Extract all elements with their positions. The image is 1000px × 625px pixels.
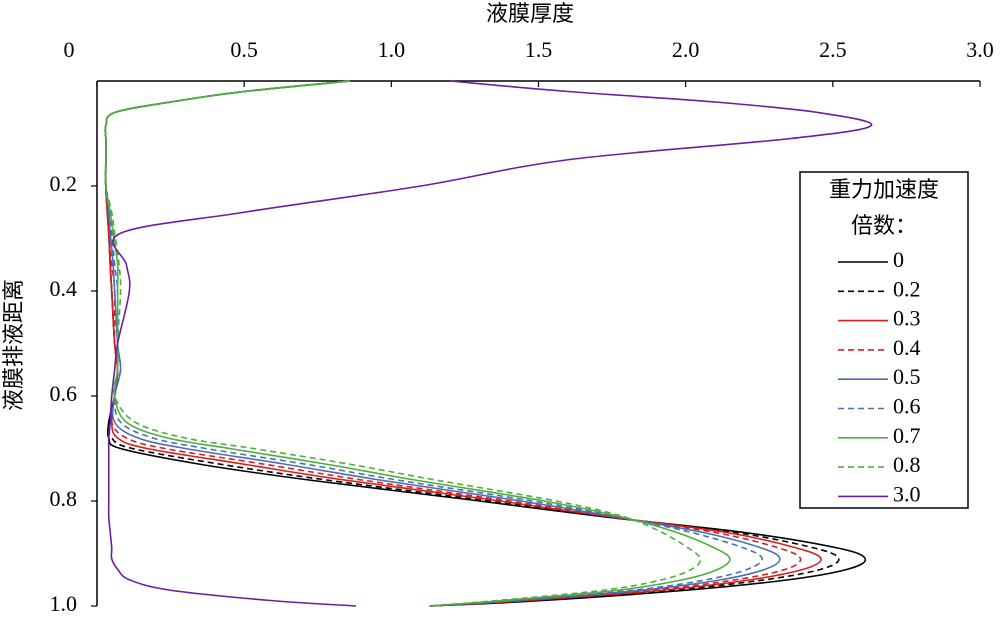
- legend-label: 0.6: [893, 394, 921, 419]
- series-line: [104, 80, 822, 607]
- x-tick-label: 0.5: [230, 37, 258, 62]
- legend-title: 倍数：: [851, 213, 917, 238]
- y-axis-label: 液膜排液距离: [1, 279, 26, 411]
- legend-label: 0.2: [893, 276, 921, 301]
- legend-label: 0.5: [893, 364, 921, 389]
- y-tick-label: 0.8: [50, 486, 78, 511]
- series-line: [107, 80, 873, 607]
- series-line: [104, 80, 840, 607]
- y-tick-label: 1.0: [50, 591, 78, 616]
- series-line: [104, 80, 702, 607]
- legend-label: 0: [893, 247, 904, 272]
- x-axis-label: 液膜厚度: [486, 1, 574, 26]
- legend-label: 0.3: [893, 306, 921, 331]
- y-tick-label: 0.6: [50, 381, 78, 406]
- series-line: [104, 80, 763, 607]
- legend-label: 0.8: [893, 452, 921, 477]
- x-tick-label: 2.5: [819, 37, 847, 62]
- legend-label: 0.7: [893, 423, 921, 448]
- legend-title: 重力加速度: [829, 177, 939, 202]
- x-tick-label: 1.5: [525, 37, 553, 62]
- legend-label: 3.0: [893, 481, 921, 506]
- legend-label: 0.4: [893, 335, 921, 360]
- x-tick-label: 3.0: [966, 37, 994, 62]
- legend-box: [799, 171, 969, 509]
- x-tick-label: 2.0: [672, 37, 700, 62]
- series-line: [104, 80, 867, 607]
- x-tick-label: 1.0: [378, 37, 406, 62]
- series-line: [104, 80, 802, 607]
- series-line: [104, 80, 781, 607]
- series-line: [104, 80, 731, 607]
- y-tick-label: 0.2: [50, 171, 78, 196]
- y-tick-label: 0.4: [50, 276, 78, 301]
- x-tick-label: 0: [64, 37, 75, 62]
